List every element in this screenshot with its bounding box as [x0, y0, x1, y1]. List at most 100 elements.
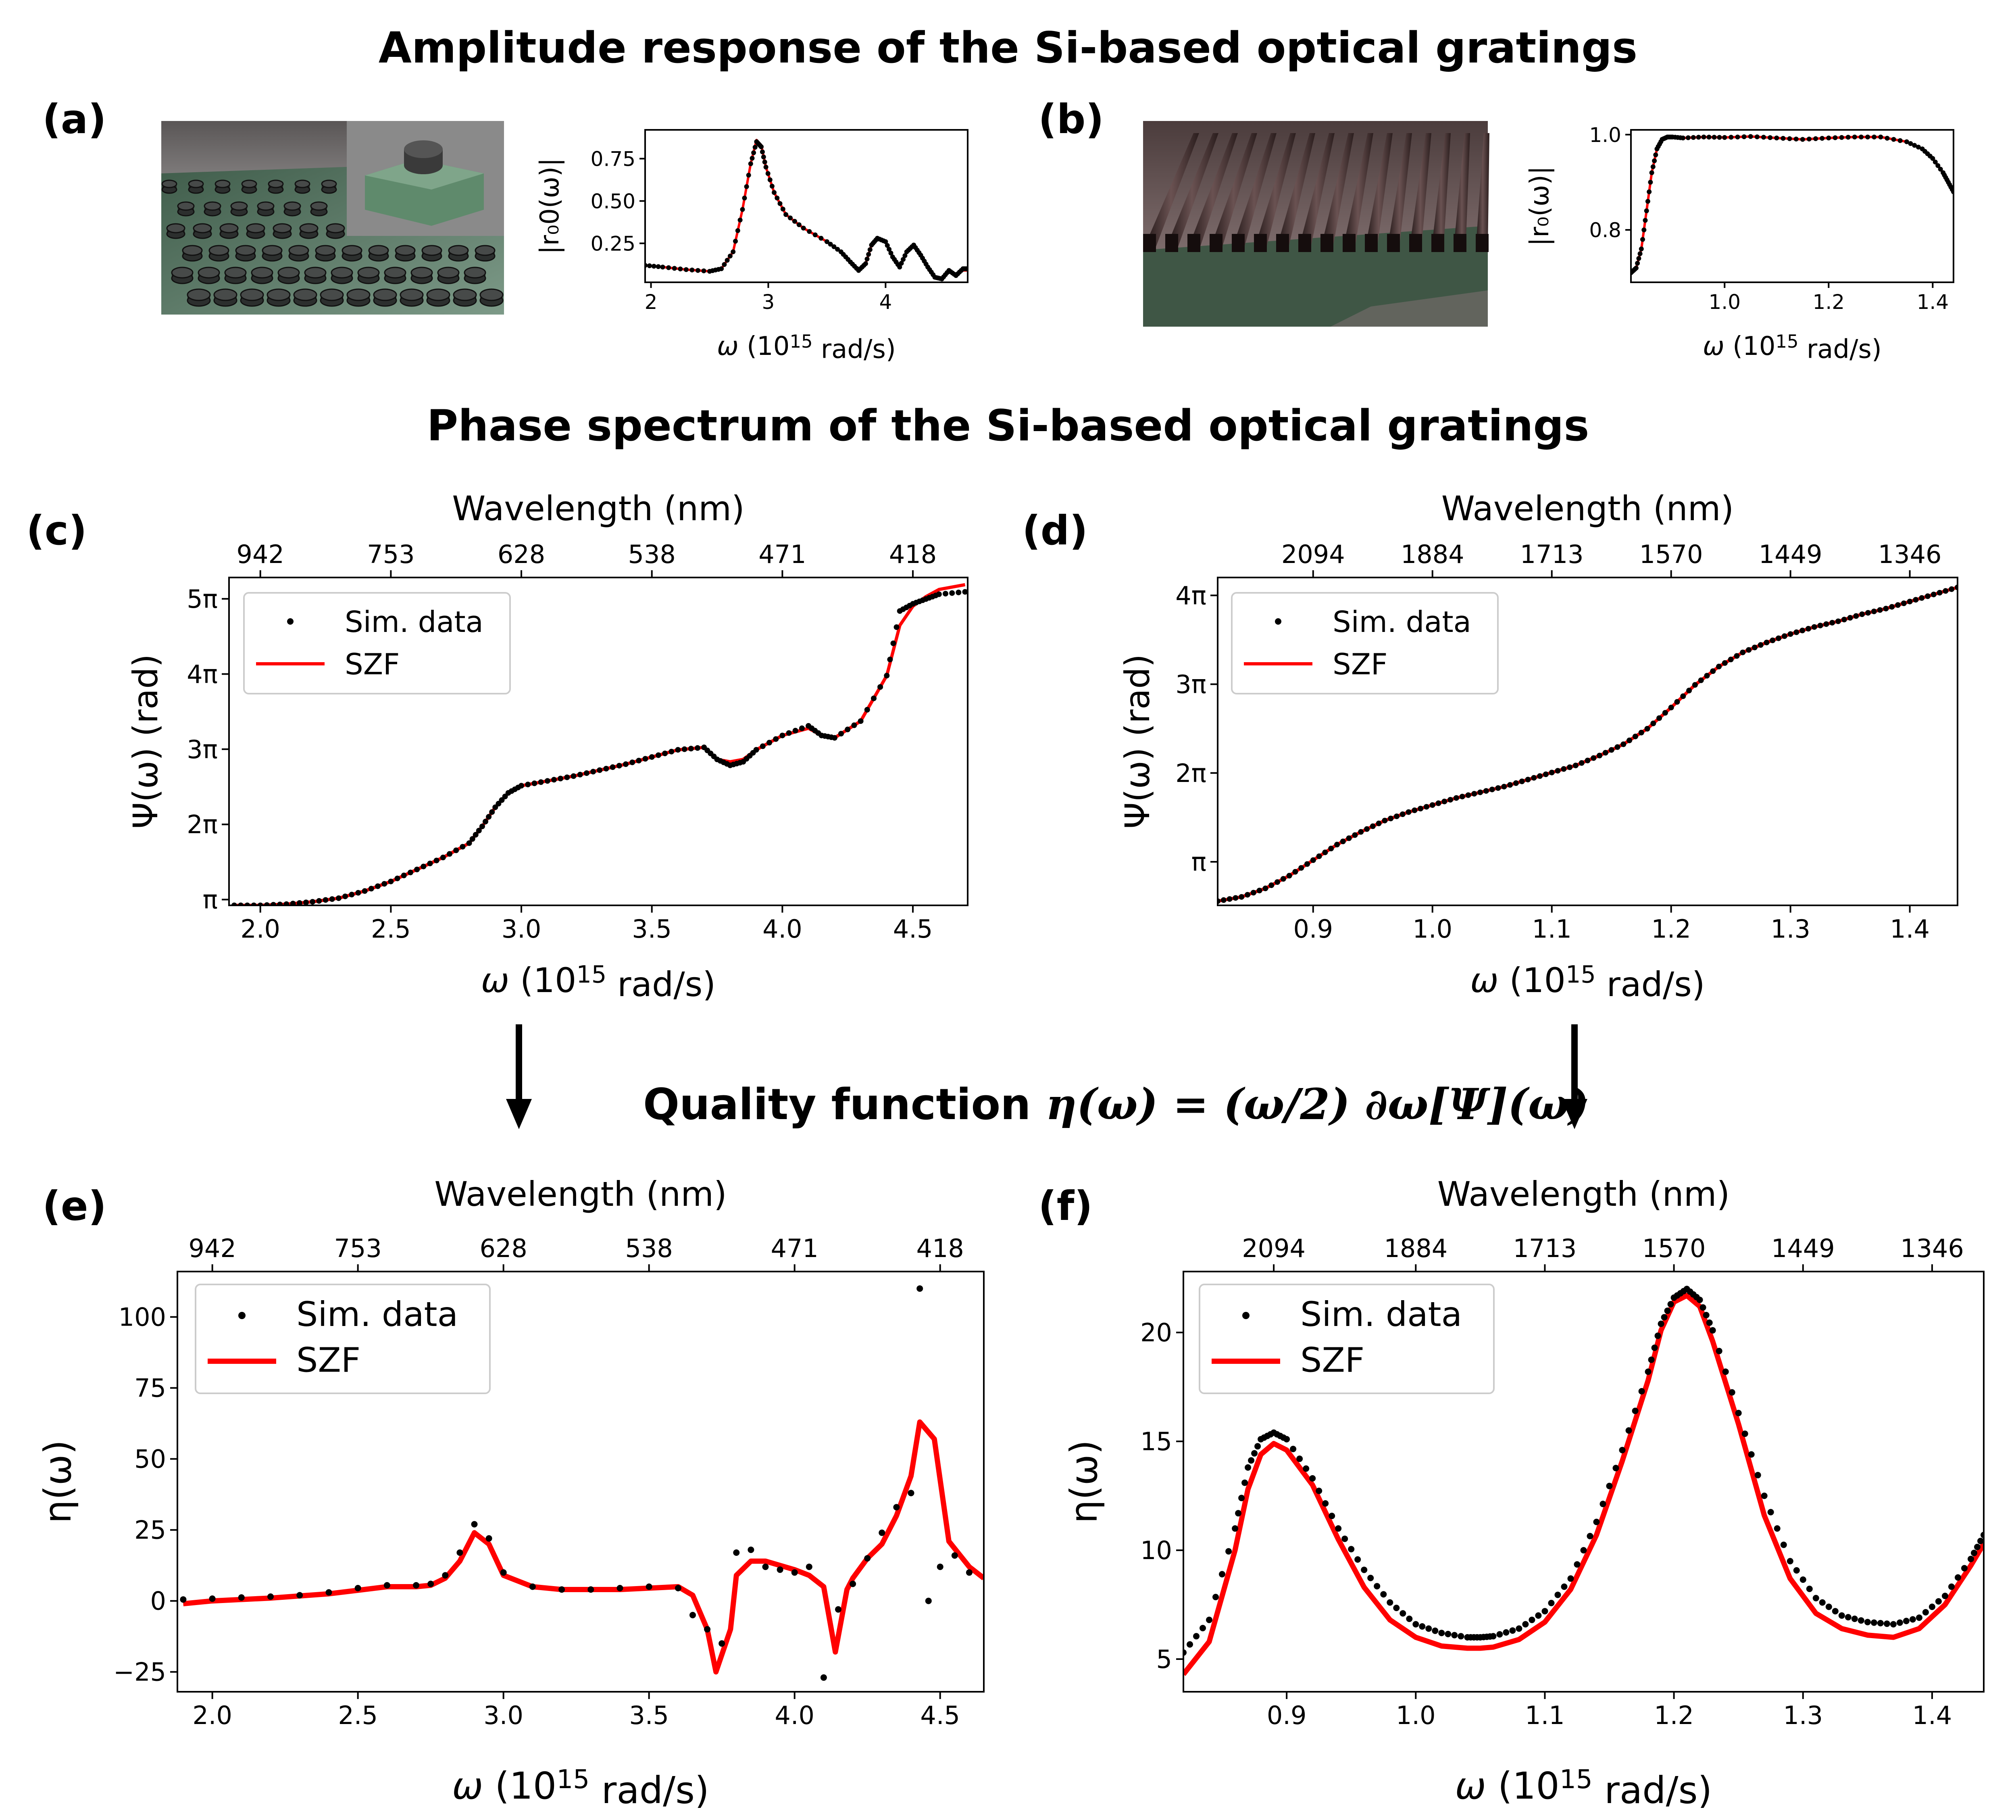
sim-point-f: [1832, 1608, 1839, 1615]
sim-point-c: [936, 591, 942, 597]
sim-point-a: [783, 212, 789, 217]
sim-point-a: [885, 243, 890, 248]
sim-point-c: [342, 893, 348, 899]
sim-point-f: [1748, 1451, 1755, 1458]
x-tick-label-b: 1.0: [1708, 290, 1741, 314]
sim-point-a: [899, 261, 904, 266]
sim-point-d: [1722, 660, 1728, 666]
sim-point-a: [678, 266, 683, 271]
legend-box-f: [1199, 1284, 1495, 1394]
sim-point-f: [1971, 1549, 1977, 1556]
sim-point-d: [1275, 879, 1280, 885]
sim-point-f: [1367, 1574, 1374, 1581]
sim-point-e: [267, 1593, 274, 1600]
sim-point-c: [864, 707, 870, 713]
sim-point-c: [649, 754, 655, 760]
sim-point-b: [1916, 144, 1921, 150]
sim-point-f: [1393, 1605, 1400, 1612]
sim-point-c: [962, 589, 968, 595]
sim-point-a: [666, 265, 671, 270]
y-tick-label-c: 2π: [187, 810, 218, 839]
sim-point-d: [1382, 817, 1388, 823]
panel-label-d: (d): [1022, 507, 1088, 554]
phase-heading: Phase spectrum of the Si-based optical g…: [427, 401, 1589, 450]
sim-point-d: [1567, 764, 1573, 770]
x-tick-label-a: 2: [645, 290, 658, 314]
sim-point-b: [1897, 138, 1903, 143]
sim-point-b: [1859, 134, 1864, 140]
sim-point-c: [303, 899, 309, 905]
sim-point-d: [1585, 757, 1591, 763]
sim-point-d: [1799, 628, 1806, 634]
legend-sim-label-e: Sim. data: [296, 1295, 458, 1334]
sim-point-b: [1806, 136, 1812, 142]
sim-point-f: [1968, 1555, 1974, 1562]
x-tick-label-d: 1.4: [1890, 914, 1930, 944]
sim-point-f: [1890, 1621, 1897, 1628]
sim-point-b: [1872, 134, 1877, 140]
sim-point-f: [1254, 1443, 1261, 1450]
x-axis-label-a: ω (1015 rad/s): [717, 331, 896, 365]
sim-point-e: [675, 1585, 681, 1591]
sim-point-f: [1245, 1464, 1252, 1471]
sim-point-e: [558, 1586, 565, 1593]
sim-point-f: [1612, 1465, 1619, 1472]
sim-point-c: [871, 695, 877, 701]
sim-point-d: [1597, 753, 1603, 759]
sim-point-a: [748, 161, 753, 166]
sim-point-e: [719, 1640, 725, 1647]
sim-point-c: [636, 758, 642, 763]
legend-szf-label-c: SZF: [345, 647, 400, 681]
sim-point-f: [1845, 1614, 1851, 1621]
sim-point-c: [531, 780, 537, 786]
sim-point-b: [1633, 265, 1639, 271]
sim-point-b: [1754, 134, 1760, 140]
sim-point-a: [727, 253, 733, 259]
sim-point-d: [1627, 737, 1633, 743]
sim-point-f: [1241, 1479, 1248, 1486]
y-tick-label-c: 3π: [187, 735, 218, 764]
sim-point-a: [818, 236, 824, 241]
sim-point-f: [1593, 1518, 1600, 1525]
y-tick-label-f: 15: [1140, 1427, 1172, 1456]
sim-point-b: [1833, 135, 1838, 140]
sim-point-c: [616, 763, 622, 769]
chart-f: 0.9 1.0 1.1 1.2 1.3 1.4 5 10 15 20 2094 1884 1713 157…: [1062, 1174, 1985, 1812]
sim-point-b: [1701, 134, 1706, 140]
sim-point-b: [1852, 134, 1857, 140]
sim-point-c: [949, 590, 955, 596]
sim-point-e: [777, 1566, 783, 1573]
sim-point-d: [1853, 613, 1859, 619]
sim-point-d: [1364, 826, 1370, 832]
x-tick-label-c: 3.0: [502, 914, 541, 944]
sim-point-b: [1636, 256, 1641, 261]
sim-point-d: [1370, 823, 1376, 829]
x-tick-label-c: 4.0: [762, 914, 802, 944]
sim-point-c: [388, 878, 394, 884]
sim-point-f: [1858, 1617, 1864, 1624]
sim-point-f: [1567, 1575, 1574, 1582]
sim-point-d: [1919, 595, 1925, 601]
sim-point-c: [655, 752, 661, 758]
sim-point-f: [1651, 1345, 1658, 1351]
sim-point-c: [496, 801, 502, 807]
sim-point-d: [1388, 815, 1394, 821]
sim-point-e: [820, 1674, 827, 1681]
sim-point-c: [290, 901, 296, 905]
szf-line-f: [1183, 1293, 1984, 1676]
sim-point-b: [1935, 163, 1941, 168]
x-tick-label-c: 3.5: [632, 914, 672, 944]
y-tick-label-e: 75: [134, 1374, 166, 1403]
szf-line-e: [183, 1419, 984, 1675]
sim-point-d: [1328, 846, 1334, 851]
sim-point-f: [1922, 1609, 1929, 1616]
sim-point-b: [1641, 227, 1647, 233]
legend-sim-label-d: Sim. data: [1333, 605, 1471, 639]
sim-point-d: [1561, 766, 1567, 772]
sim-point-c: [564, 774, 570, 780]
sim-point-a: [750, 156, 755, 161]
sim-point-c: [623, 761, 629, 767]
sim-point-d: [1513, 780, 1519, 786]
sim-point-d: [1358, 829, 1364, 835]
sim-point-b: [1908, 141, 1913, 146]
